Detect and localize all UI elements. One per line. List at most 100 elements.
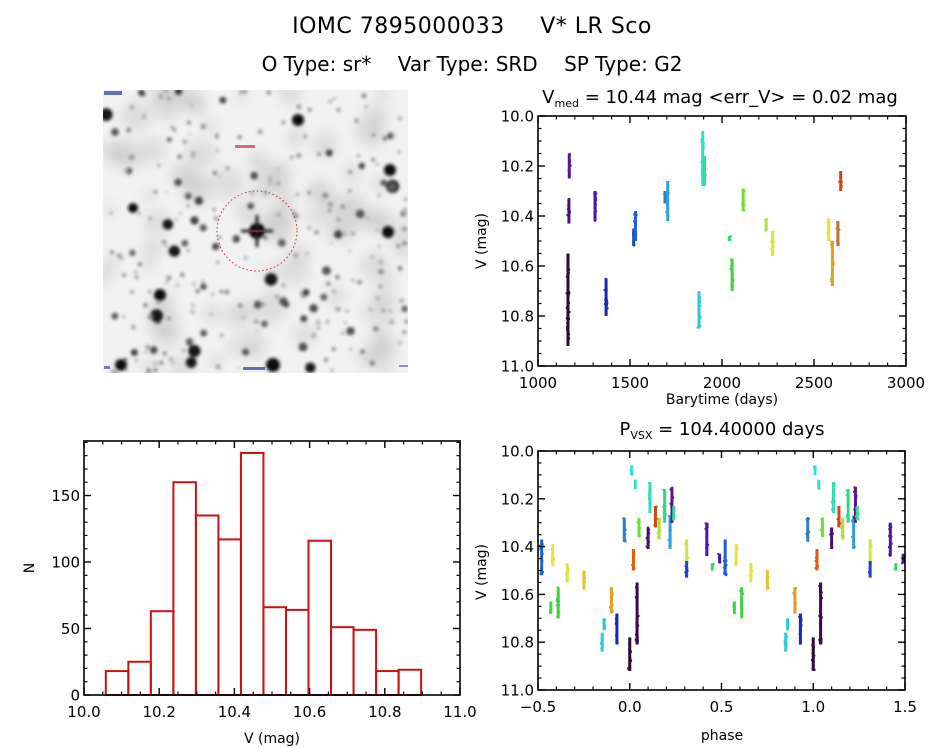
star [130,290,134,294]
data-segment [710,562,715,571]
data-point [749,566,752,569]
data-point [664,505,667,508]
star [219,96,227,104]
data-segment [704,522,710,557]
y-tick-label: 10.4 [501,538,534,556]
star [315,320,321,325]
data-point [647,493,650,496]
data-point [819,590,822,593]
data-point [830,508,833,511]
star [167,316,171,321]
star [341,331,345,335]
data-segment-bar [888,522,892,557]
data-point [593,192,596,195]
data-segment-bar [556,587,560,619]
data-segment [696,291,702,329]
star [171,361,175,365]
star [130,105,134,110]
data-point [669,502,672,505]
star [371,157,376,162]
x-tick-label: 0.5 [710,698,734,716]
data-point [830,278,833,280]
data-segment [566,198,571,224]
star [201,279,205,283]
data-point [741,205,744,208]
star [166,97,171,101]
bright-star [154,289,166,301]
data-point [699,296,702,299]
background-noise [256,292,287,324]
data-point [805,518,808,521]
data-point [639,527,642,530]
data-point [648,496,651,499]
data-point [668,545,671,548]
background-noise [235,90,248,103]
star [150,309,163,323]
data-point [812,646,815,649]
star [351,279,355,282]
data-point [736,544,739,547]
data-point [870,545,873,548]
data-point [648,532,651,535]
star [307,107,312,112]
data-point [568,152,571,155]
data-point [636,521,639,524]
data-point [662,516,665,519]
data-point [765,217,768,220]
data-point [786,623,789,626]
data-point [838,520,841,523]
star [276,181,281,186]
data-segment-bar [582,570,586,590]
data-point [624,538,627,541]
data-point [606,302,609,305]
background-noise [105,139,134,168]
data-point [634,480,637,483]
star [389,319,394,325]
data-segment [835,221,841,246]
star [137,262,142,267]
star [217,235,222,240]
background-noise [378,361,393,373]
data-point [820,591,823,594]
data-point [723,570,726,573]
data-point [654,511,657,514]
data-point [568,172,571,175]
data-segment-bar [793,587,797,614]
data-point [616,641,619,644]
star [219,289,224,294]
data-point [647,497,650,500]
data-point [566,291,569,294]
data-point [888,554,891,557]
data-point [663,489,666,492]
data-point [819,592,822,595]
data-point [731,289,734,292]
data-point [725,573,728,576]
star [266,90,271,95]
data-point [611,591,614,594]
data-point [566,262,569,265]
data-point [699,324,702,327]
data-point [902,560,905,563]
data-point [669,488,672,491]
data-point [566,322,569,325]
data-point [541,552,544,555]
y-tick-label: 11.0 [501,358,534,376]
data-segment [671,505,676,521]
star [242,348,250,356]
data-point [832,261,835,264]
data-point [700,173,703,176]
background-noise [152,90,183,122]
star [109,250,115,255]
star [209,312,213,316]
star [250,191,254,195]
data-point [725,563,728,566]
data-point [699,304,702,307]
data-point [684,543,687,546]
histogram-xlabel: V (mag) [244,731,300,747]
var-type: Var Type: SRD [397,52,538,76]
data-segment [810,637,816,671]
data-point [770,248,773,251]
background-noise [373,333,398,358]
data-point [564,572,567,575]
data-point [684,575,687,578]
